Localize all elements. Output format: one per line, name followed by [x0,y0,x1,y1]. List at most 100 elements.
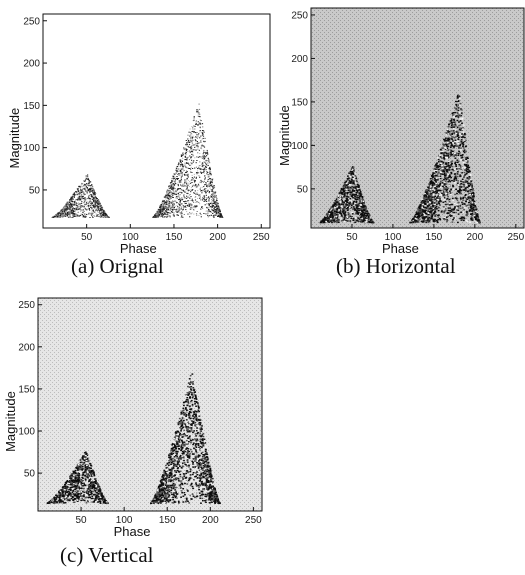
data-point [350,182,352,184]
data-point [88,188,90,190]
data-point [190,136,192,138]
data-point [346,187,348,189]
data-point [202,164,204,166]
data-point [192,128,194,130]
data-point [358,198,361,201]
data-point [470,202,473,205]
data-point [212,198,215,200]
data-point [203,138,205,139]
data-point [453,136,456,139]
data-point [81,197,83,199]
data-point [355,192,358,194]
data-point [98,209,100,211]
data-point [88,180,90,182]
data-point [190,200,192,201]
data-point [191,140,193,142]
data-point [182,165,184,167]
y-tick-label: 50 [29,185,41,196]
data-point [162,214,164,216]
data-point [435,214,438,216]
data-point [193,160,195,162]
data-point [94,193,96,195]
data-point [195,144,197,146]
data-point [203,196,205,198]
data-point [214,196,216,198]
data-point [159,205,161,207]
data-point [179,169,181,171]
data-point [68,204,70,206]
data-point [206,210,208,212]
data-point [169,196,171,198]
data-point [198,175,200,177]
data-point [161,211,163,213]
data-point [191,147,193,149]
data-point [156,212,159,214]
data-point [99,210,101,211]
data-point [351,190,354,192]
data-point [205,166,207,168]
data-point [197,113,199,115]
data-point [352,217,355,220]
data-point [195,184,197,185]
data-point [338,209,341,211]
data-point [452,112,455,114]
data-point [173,184,175,186]
data-point [169,195,171,197]
data-point [166,208,168,210]
data-point [349,197,352,200]
data-point [350,187,353,190]
data-point [198,112,200,114]
data-point [427,219,430,221]
data-point [191,185,194,187]
data-point [63,206,65,208]
data-point [470,216,473,218]
data-point [65,210,67,212]
data-point [217,210,219,212]
data-point [350,191,353,194]
data-point [100,208,102,210]
data-point [72,215,74,217]
data-point [193,181,196,183]
data-point [91,216,93,217]
data-point [357,213,360,215]
data-point [430,194,433,197]
data-point [207,180,209,182]
data-point [97,204,99,206]
data-point [70,209,72,211]
data-point [161,203,163,205]
data-point [176,178,178,180]
data-point [176,190,178,192]
data-point [217,215,219,217]
data-point [188,203,190,205]
panel-horizontal: 50 100 150 200 250 50 100 150 200 250 Phase Magnitu… [277,6,525,286]
data-point [103,216,105,218]
data-point [174,179,177,181]
data-point [189,165,191,166]
data-point [214,192,216,194]
data-point [168,201,170,203]
data-point [186,201,188,203]
data-point [350,178,353,180]
data-point [200,169,202,171]
data-point [80,190,82,192]
data-point [92,204,95,206]
data-point [90,203,92,205]
data-point [160,206,162,208]
data-point [354,176,356,179]
data-point [195,124,198,125]
data-point [167,201,169,202]
data-point [168,192,171,194]
data-point [191,206,193,208]
data-point [216,201,218,203]
data-point [367,213,370,215]
data-point [212,211,214,213]
data-point [199,212,201,214]
data-point [197,172,199,174]
data-point [346,209,349,212]
data-point [456,100,458,103]
data-point [211,206,214,208]
data-point [177,182,179,184]
data-point [341,201,344,203]
data-point [196,186,198,188]
data-point [217,213,219,215]
